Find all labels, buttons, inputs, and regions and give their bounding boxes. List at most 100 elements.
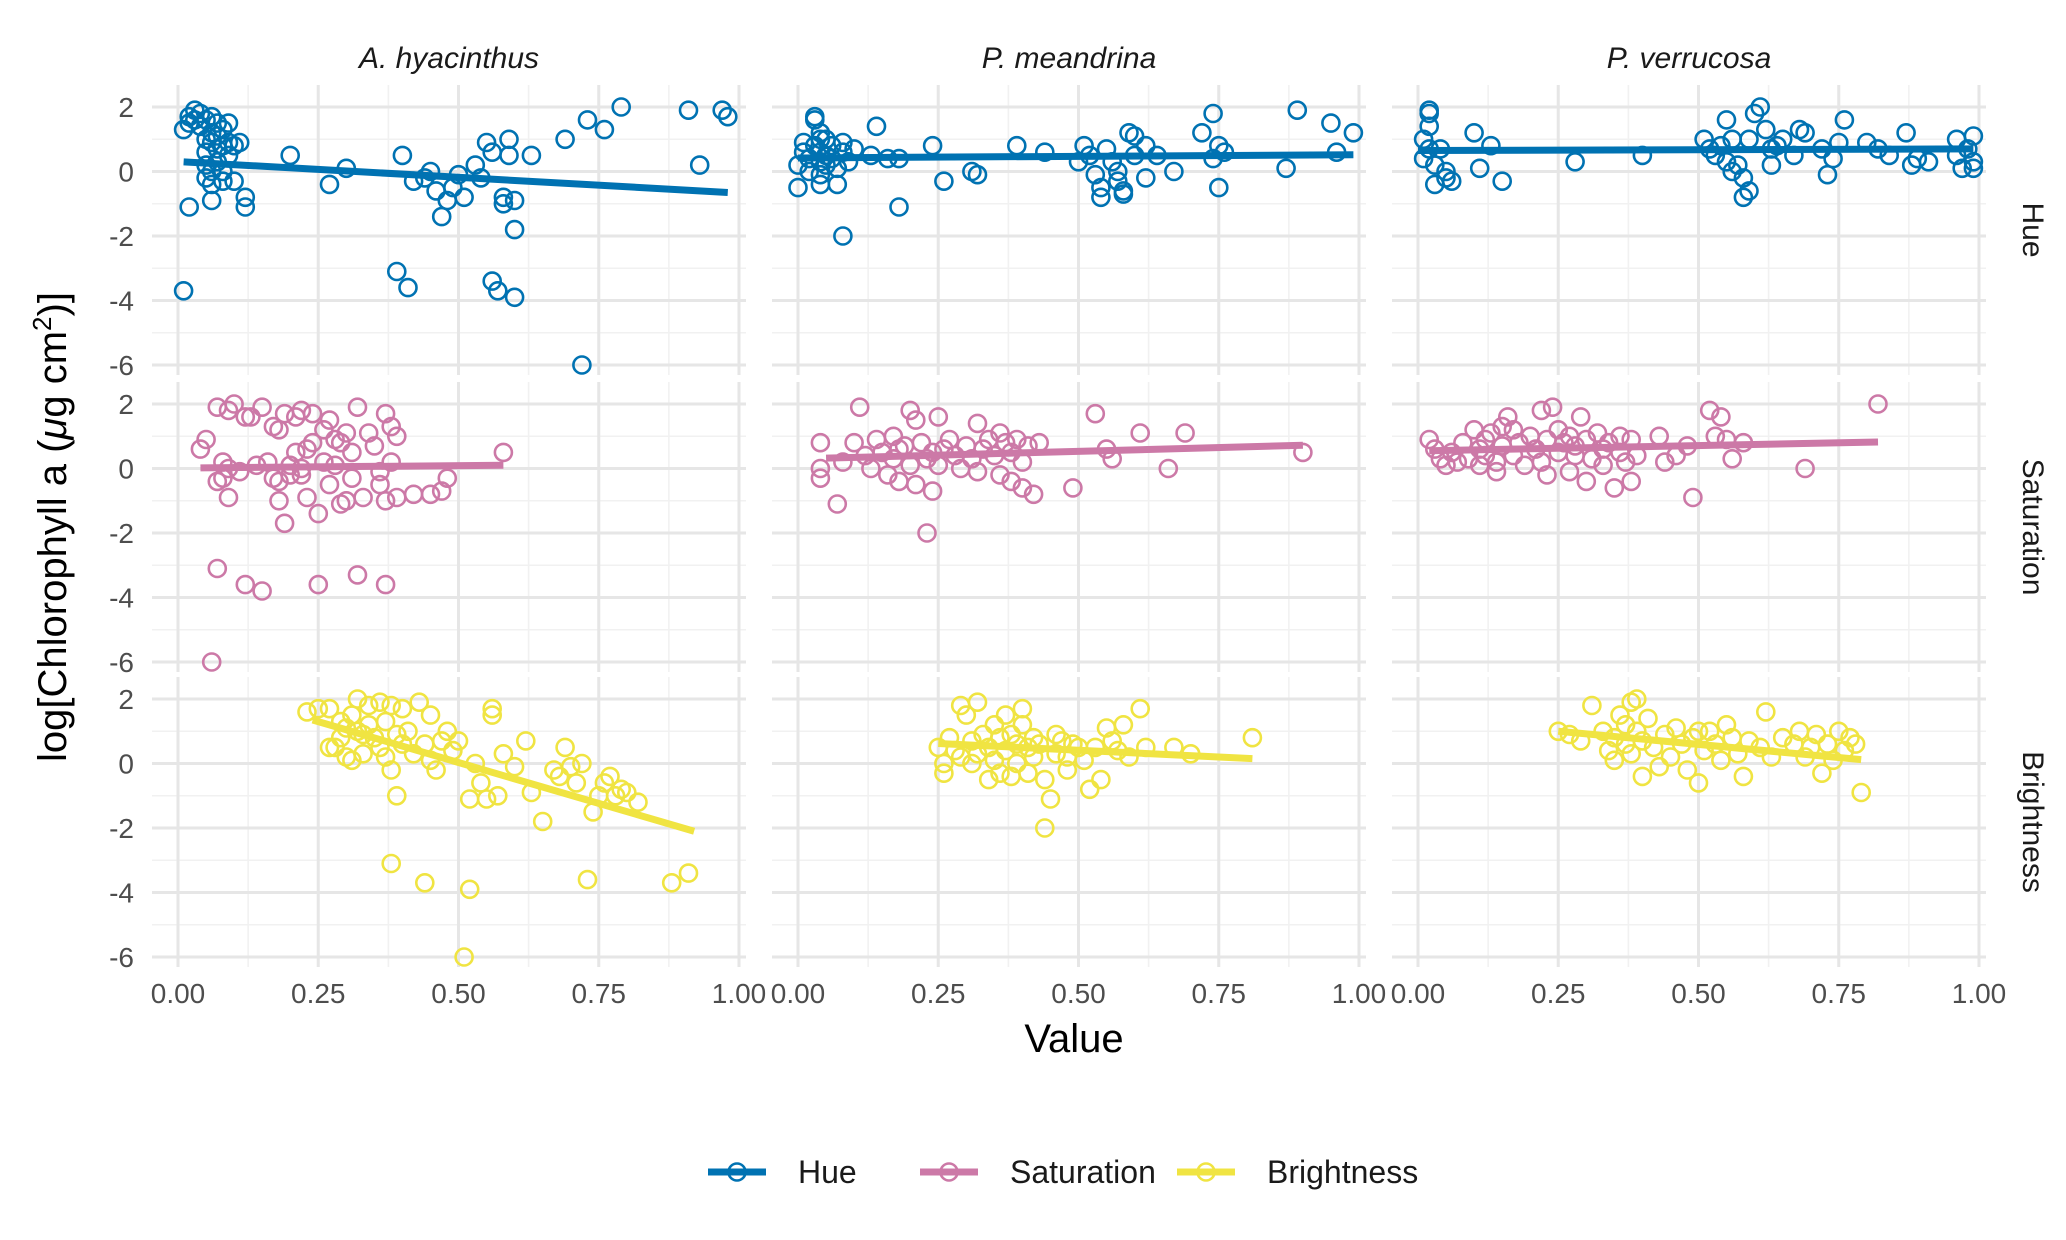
data-point [1040,789,1061,809]
data-point [342,468,362,489]
data-point [833,452,853,472]
data-point [353,743,373,764]
data-point [560,756,581,777]
data-point [1851,782,1871,803]
strip-label-hue: Hue [2016,202,2049,257]
data-point [572,355,592,375]
panel-hue-a-hyacinthus [152,85,746,375]
data-point [990,465,1010,485]
data-point [1559,461,1580,482]
data-point [810,468,831,489]
data-point [364,436,385,456]
data-point [1610,705,1630,725]
data-point [1503,419,1524,440]
panel-saturation-a-hyacinthus [152,382,746,672]
data-point [493,743,514,764]
data-point [1795,123,1815,143]
data-point [235,407,256,427]
data-point [1492,416,1512,437]
data-point [493,194,514,214]
data-point [291,400,312,421]
data-point [314,452,334,472]
data-point [487,785,508,806]
data-point [319,698,340,719]
data-point [274,513,295,534]
data-point [1548,419,1569,440]
data-point [1711,750,1731,771]
points-group [928,692,1263,838]
strip-label-saturation: Saturation [2016,459,2049,596]
data-point [1124,126,1145,146]
data-point [504,219,525,240]
data-point [437,468,458,489]
fit-line [1417,145,1974,155]
data-point [605,785,626,806]
data-point [1542,397,1563,418]
data-point [330,432,351,453]
data-point [347,689,368,709]
data-point [386,261,407,282]
data-point [207,397,228,418]
data-point [493,187,514,208]
data-point [1108,161,1128,182]
data-point [978,769,999,790]
x-tick-label: 0.50 [1051,978,1106,1009]
x-tick-label: 0.75 [1812,978,1867,1009]
data-point [984,750,1005,771]
data-point [375,747,396,767]
data-point [934,171,954,191]
data-point [381,452,402,472]
data-point [476,789,497,809]
data-point [956,705,977,725]
data-point [611,97,632,117]
data-point [1175,423,1195,443]
data-point [883,426,904,447]
data-point [788,177,808,198]
y-tick-label: 2 [118,389,134,420]
data-point [600,766,620,787]
data-point [358,695,379,716]
data-point [1242,727,1263,748]
data-point [269,490,289,511]
data-point [459,789,480,809]
data-point [386,785,407,806]
fit-line [938,740,1253,763]
data-point [1091,769,1111,790]
data-point [1046,743,1066,764]
data-point [990,423,1010,443]
data-point [420,161,441,182]
data-point [827,174,848,195]
data-point [241,407,261,427]
data-point [821,135,842,156]
x-tick-label: 0.25 [291,978,346,1009]
data-point [1772,727,1793,748]
data-point [504,190,525,211]
panel-hue-p-meandrina [772,85,1366,375]
data-point [1464,123,1484,143]
data-point [347,397,368,418]
ticks-layer: 2 0 -2 -4 -6 2 0 -2 -4 -6 2 0 -2 -4 -6 0.00 0.25 0.50 0.75… [109,92,2006,1009]
data-point [1006,429,1027,450]
points-group [190,394,514,672]
data-point [799,161,820,182]
fit-line [1429,438,1879,455]
data-point [967,164,988,185]
data-point [1829,721,1849,742]
legend-key-point [1196,1162,1216,1182]
x-tick-label: 1.00 [712,978,767,1009]
data-point [1085,164,1106,185]
points-group [1413,97,1984,208]
panel-brightness-p-meandrina [772,677,1366,967]
data-point [1722,448,1742,469]
data-point [1001,724,1022,745]
data-point [804,110,825,130]
data-point [252,581,272,601]
strips-layer: A. hyacinthus P. meandrina P. verrucosa Hue… [357,42,2049,893]
data-point [1632,766,1653,787]
data-point [1733,187,1754,208]
y-tick-label: -6 [109,647,134,678]
y-tick-label: -6 [109,942,134,973]
data-point [179,197,199,217]
data-point [190,103,211,124]
data-point [1023,484,1044,505]
